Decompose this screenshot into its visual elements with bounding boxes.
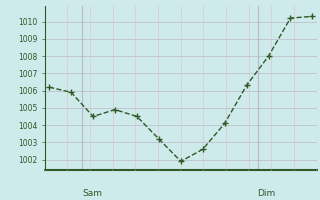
Text: Dim: Dim: [258, 189, 276, 198]
Text: Sam: Sam: [82, 189, 102, 198]
